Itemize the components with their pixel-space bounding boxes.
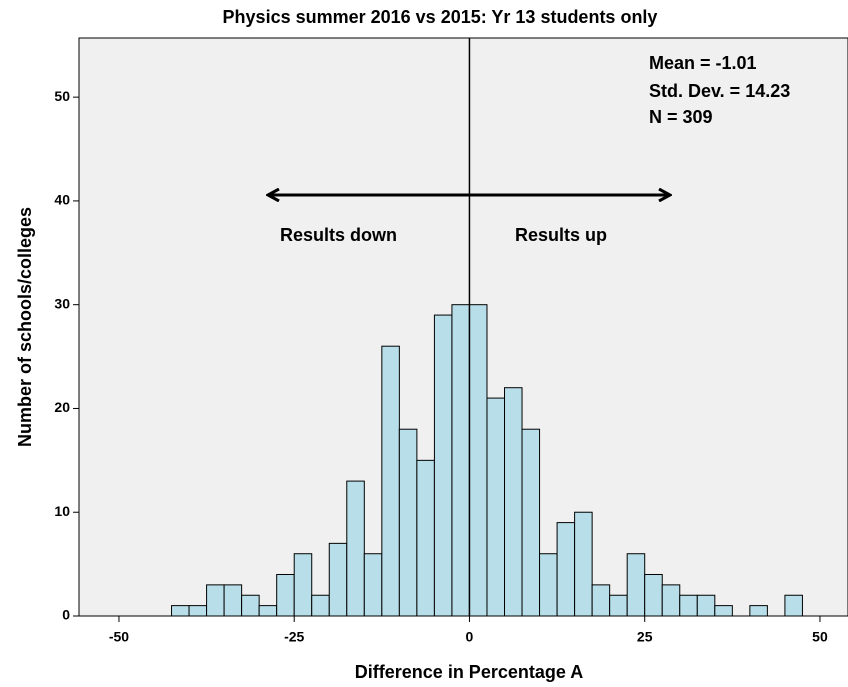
- y-tick-label: 40: [54, 192, 70, 208]
- bar: [574, 511, 593, 617]
- bar: [609, 594, 628, 617]
- bar: [679, 594, 698, 617]
- bar: [276, 573, 295, 617]
- bar: [661, 584, 681, 617]
- bar: [433, 314, 453, 617]
- bar: [644, 573, 663, 617]
- x-tick-label: 0: [466, 629, 474, 645]
- bar: [241, 594, 260, 617]
- bar: [749, 605, 768, 617]
- bar: [486, 397, 506, 617]
- stat-sd: Std. Dev. = 14.23: [649, 81, 790, 101]
- bar: [784, 594, 803, 617]
- y-tick-label: 10: [54, 503, 70, 519]
- bar: [451, 304, 470, 617]
- bar: [714, 605, 733, 617]
- bar: [223, 584, 243, 617]
- bar: [556, 522, 576, 617]
- results-up: Results up: [515, 225, 607, 245]
- y-axis-label: Number of schools/colleges: [15, 207, 35, 447]
- bar: [346, 480, 365, 617]
- bar: [468, 304, 488, 617]
- x-axis-label: Difference in Percentage A: [355, 662, 583, 682]
- bar: [171, 605, 190, 617]
- bar: [258, 605, 278, 617]
- x-tick-label: -25: [284, 629, 304, 645]
- bar: [206, 584, 225, 617]
- stat-n: N = 309: [649, 107, 713, 127]
- y-tick-label: 30: [54, 295, 70, 311]
- bar: [504, 387, 523, 617]
- bar: [381, 345, 400, 617]
- bar: [363, 553, 383, 617]
- results-down: Results down: [280, 225, 397, 245]
- bar: [696, 594, 716, 617]
- y-tick-label: 20: [54, 399, 70, 415]
- bar: [416, 459, 435, 617]
- x-tick-label: 25: [637, 629, 653, 645]
- x-tick-label: 50: [812, 629, 828, 645]
- y-tick-label: 0: [62, 607, 70, 623]
- bar: [311, 594, 330, 617]
- bar: [521, 428, 541, 617]
- x-tick-label: -50: [109, 629, 129, 645]
- bar: [328, 542, 348, 617]
- y-tick-label: 50: [54, 88, 70, 104]
- chart-title: Physics summer 2016 vs 2015: Yr 13 stude…: [223, 7, 658, 27]
- bar: [188, 605, 208, 617]
- stat-mean: Mean = -1.01: [649, 53, 757, 73]
- bar: [591, 584, 611, 617]
- bar: [539, 553, 558, 617]
- bar: [293, 553, 313, 617]
- bar: [626, 553, 646, 617]
- bar: [398, 428, 418, 617]
